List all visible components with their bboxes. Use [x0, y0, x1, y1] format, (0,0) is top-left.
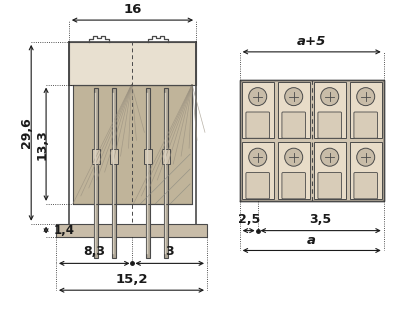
Polygon shape [162, 149, 170, 164]
Circle shape [249, 88, 267, 106]
Polygon shape [314, 82, 346, 138]
Circle shape [357, 88, 375, 106]
Text: 8,3: 8,3 [83, 245, 105, 259]
Text: 1,4: 1,4 [54, 224, 75, 237]
Text: 3,5: 3,5 [310, 213, 332, 226]
Polygon shape [110, 149, 118, 164]
Circle shape [285, 88, 303, 106]
Polygon shape [73, 85, 192, 204]
Text: 15,2: 15,2 [115, 273, 148, 286]
Circle shape [285, 148, 303, 166]
FancyBboxPatch shape [282, 112, 306, 138]
Polygon shape [164, 88, 168, 259]
FancyBboxPatch shape [354, 112, 378, 138]
Polygon shape [112, 88, 116, 259]
Polygon shape [144, 149, 152, 164]
Polygon shape [146, 88, 150, 259]
Polygon shape [278, 142, 310, 199]
Polygon shape [278, 82, 310, 138]
Polygon shape [240, 80, 384, 201]
FancyBboxPatch shape [318, 112, 342, 138]
FancyBboxPatch shape [318, 173, 342, 199]
FancyBboxPatch shape [282, 173, 306, 199]
Polygon shape [56, 224, 207, 237]
Polygon shape [69, 42, 196, 85]
FancyBboxPatch shape [354, 173, 378, 199]
Circle shape [321, 88, 339, 106]
Circle shape [321, 148, 339, 166]
Text: a+5: a+5 [297, 35, 326, 48]
Polygon shape [92, 149, 100, 164]
Polygon shape [350, 82, 382, 138]
Circle shape [249, 148, 267, 166]
Text: 3: 3 [166, 245, 174, 259]
Text: 16: 16 [123, 3, 142, 16]
Polygon shape [350, 142, 382, 199]
Text: a: a [307, 233, 316, 246]
Text: 29,6: 29,6 [20, 117, 33, 148]
Text: 13,3: 13,3 [36, 129, 49, 160]
Polygon shape [242, 82, 274, 138]
FancyBboxPatch shape [246, 112, 270, 138]
Circle shape [357, 148, 375, 166]
Text: 2,5: 2,5 [238, 213, 260, 226]
Polygon shape [242, 142, 274, 199]
FancyBboxPatch shape [246, 173, 270, 199]
Polygon shape [94, 88, 98, 259]
Polygon shape [314, 142, 346, 199]
